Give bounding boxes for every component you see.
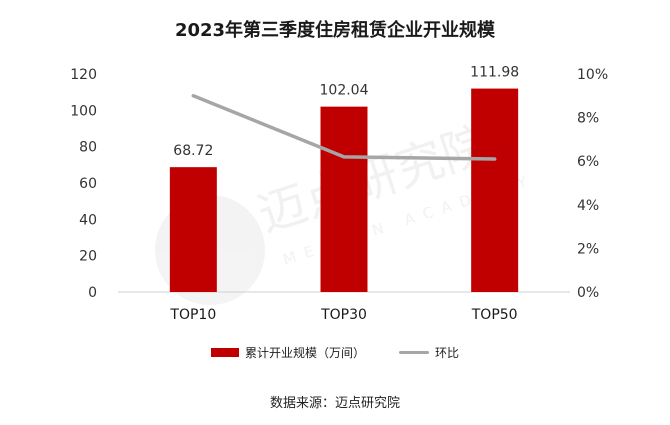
legend-line-swatch bbox=[399, 351, 429, 354]
y-tick-label: 40 bbox=[79, 212, 97, 228]
x-tick-label: TOP50 bbox=[471, 307, 518, 323]
line-point bbox=[493, 157, 497, 161]
legend-bar-swatch bbox=[210, 348, 239, 357]
x-tick-label: TOP30 bbox=[320, 307, 367, 323]
y-tick-label: 120 bbox=[70, 67, 97, 83]
legend-item-line: 环比 bbox=[399, 344, 459, 361]
y-tick-label: 60 bbox=[79, 176, 97, 192]
y2-tick-label: 6% bbox=[577, 154, 599, 170]
x-tick-label: TOP10 bbox=[169, 307, 216, 323]
legend-line-label: 环比 bbox=[435, 346, 460, 360]
line-point bbox=[342, 155, 346, 159]
bar bbox=[320, 106, 368, 292]
y2-tick-label: 4% bbox=[577, 198, 599, 214]
line-point bbox=[191, 94, 195, 98]
y-tick-label: 100 bbox=[70, 103, 97, 119]
y-tick-label: 0 bbox=[88, 285, 97, 301]
legend: 累计开业规模（万间） 环比 bbox=[0, 344, 670, 361]
bar-data-label: 102.04 bbox=[320, 83, 369, 99]
y2-tick-label: 10% bbox=[577, 67, 608, 83]
legend-item-bar: 累计开业规模（万间） bbox=[210, 344, 365, 361]
y2-tick-label: 8% bbox=[577, 111, 599, 127]
y2-tick-label: 0% bbox=[577, 285, 599, 301]
source-note: 数据来源：迈点研究院 bbox=[269, 396, 400, 411]
y2-tick-label: 2% bbox=[577, 241, 599, 257]
bar-data-label: 111.98 bbox=[470, 65, 519, 81]
y-tick-label: 20 bbox=[79, 249, 97, 265]
y-tick-label: 80 bbox=[79, 140, 97, 156]
legend-bar-label: 累计开业规模（万间） bbox=[244, 346, 365, 360]
bar bbox=[169, 167, 217, 292]
chart-title: 2023年第三季度住房租赁企业开业规模 bbox=[174, 20, 496, 41]
bar bbox=[471, 88, 519, 292]
bar-data-label: 68.72 bbox=[173, 143, 213, 159]
